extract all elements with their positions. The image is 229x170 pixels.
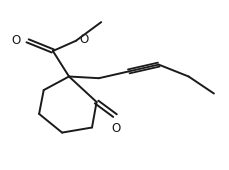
- Text: O: O: [11, 34, 21, 47]
- Text: O: O: [111, 122, 120, 135]
- Text: O: O: [79, 33, 88, 46]
